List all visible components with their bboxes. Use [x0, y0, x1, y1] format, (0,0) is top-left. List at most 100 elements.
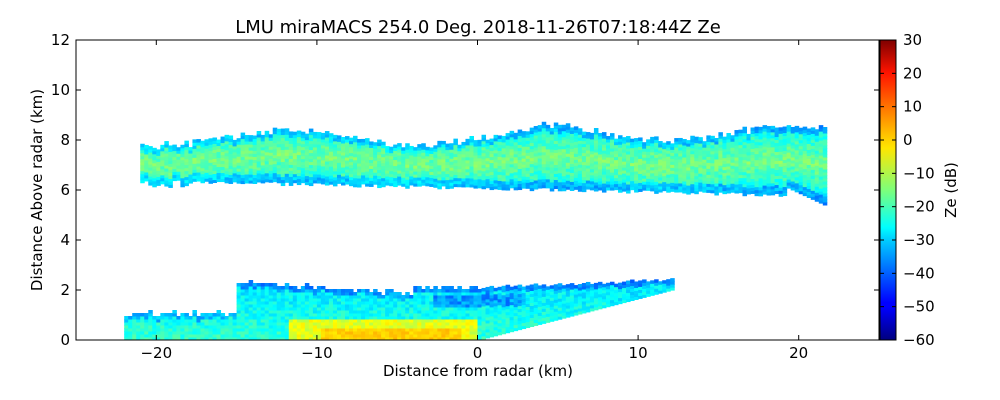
echo-cell — [762, 191, 768, 195]
echo-cell — [192, 169, 197, 173]
echo-cell — [509, 163, 515, 168]
echo-cell — [557, 304, 563, 308]
echo-cell — [389, 167, 394, 172]
echo-cell — [385, 304, 390, 308]
echo-cell — [357, 322, 362, 326]
echo-cell — [481, 161, 487, 166]
echo-cell — [533, 159, 539, 163]
echo-cell — [569, 292, 575, 296]
echo-cell — [726, 163, 731, 167]
echo-cell — [601, 135, 607, 139]
echo-cell — [345, 301, 350, 305]
echo-cell — [256, 160, 262, 165]
echo-cell — [461, 301, 466, 305]
echo-cell — [533, 162, 539, 166]
echo-cell — [565, 308, 571, 312]
echo-cell — [794, 167, 800, 172]
echo-cell — [284, 179, 290, 183]
echo-cell — [658, 144, 663, 148]
echo-cell — [469, 289, 474, 293]
echo-cell — [798, 148, 804, 153]
echo-cell — [381, 295, 386, 299]
echo-cell — [698, 170, 703, 174]
echo-cell — [397, 295, 402, 299]
echo-cell — [593, 285, 599, 290]
echo-cell — [573, 294, 579, 298]
echo-cell — [316, 319, 322, 323]
echo-cell — [409, 295, 414, 299]
echo-cell — [509, 322, 515, 327]
echo-cell — [782, 144, 788, 149]
echo-cell — [264, 139, 270, 144]
echo-cell — [449, 176, 454, 180]
echo-cell — [634, 147, 639, 151]
echo-cell — [690, 186, 695, 191]
echo-cell — [441, 316, 446, 320]
echo-cell — [176, 334, 181, 338]
echo-cell — [200, 334, 205, 338]
echo-cell — [589, 307, 595, 312]
echo-cell — [786, 143, 792, 147]
echo-cell — [393, 328, 398, 332]
echo-cell — [429, 337, 434, 340]
echo-cell — [236, 150, 242, 154]
echo-cell — [381, 168, 386, 173]
echo-cell — [726, 184, 731, 188]
echo-cell — [276, 161, 282, 166]
echo-cell — [497, 162, 503, 166]
echo-cell — [553, 140, 559, 145]
echo-cell — [357, 142, 362, 146]
echo-cell — [798, 130, 804, 135]
echo-cell — [666, 183, 671, 187]
echo-cell — [626, 139, 631, 143]
echo-cell — [349, 173, 354, 178]
echo-cell — [453, 141, 458, 146]
echo-cell — [160, 171, 165, 176]
echo-cell — [593, 188, 599, 192]
echo-cell — [248, 180, 254, 184]
echo-cell — [798, 133, 804, 138]
echo-cell — [316, 328, 322, 332]
echo-cell — [778, 187, 784, 191]
echo-cell — [220, 154, 226, 159]
echo-cell — [790, 157, 796, 161]
echo-cell — [485, 322, 491, 327]
echo-cell — [770, 128, 776, 133]
echo-cell — [670, 161, 675, 165]
echo-cell — [497, 322, 503, 327]
echo-cell — [340, 331, 346, 335]
echo-cell — [284, 176, 290, 180]
echo-cell — [445, 155, 450, 160]
echo-cell — [389, 301, 394, 305]
echo-cell — [529, 133, 535, 138]
echo-cell — [581, 306, 587, 311]
echo-cell — [268, 179, 274, 183]
echo-cell — [361, 292, 366, 296]
echo-cell — [786, 170, 792, 174]
echo-cell — [264, 322, 270, 326]
echo-cell — [589, 292, 595, 297]
echo-cell — [718, 162, 723, 166]
echo-cell — [353, 144, 358, 149]
echo-cell — [300, 176, 306, 181]
echo-cell — [473, 149, 478, 153]
echo-cell — [545, 136, 551, 141]
echo-cell — [369, 325, 374, 329]
echo-cell — [630, 288, 635, 293]
echo-cell — [638, 146, 643, 150]
echo-cell — [441, 167, 446, 172]
echo-cell — [304, 139, 310, 144]
echo-cell — [618, 168, 623, 172]
echo-cell — [477, 328, 483, 332]
echo-cell — [646, 151, 651, 155]
echo-cell — [614, 174, 619, 179]
echo-cell — [630, 144, 635, 149]
echo-cell — [742, 171, 748, 176]
echo-cell — [513, 291, 519, 296]
echo-cell — [710, 147, 715, 152]
echo-cell — [256, 142, 262, 147]
echo-cell — [288, 316, 294, 320]
echo-cell — [365, 177, 370, 181]
echo-cell — [240, 165, 246, 170]
echo-cell — [806, 164, 812, 168]
